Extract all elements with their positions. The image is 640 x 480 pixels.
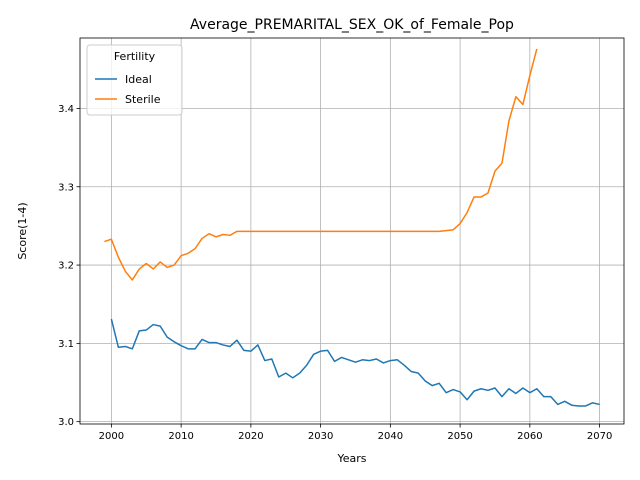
- series-layer: [104, 48, 600, 407]
- chart-title: Average_PREMARITAL_SEX_OK_of_Female_Pop: [190, 17, 514, 33]
- y-tick-label: 3.4: [58, 104, 74, 115]
- x-tick-label: 2050: [447, 431, 472, 442]
- x-tick-label: 2000: [99, 431, 124, 442]
- plot-frame: [79, 37, 625, 425]
- legend-label-sterile: Sterile: [125, 93, 161, 106]
- tick-layer: 2000 2010 2020 2030 2040 2050 2060 2070 3.0 3.1 3.…: [58, 104, 612, 442]
- y-tick-label: 3.3: [58, 182, 74, 193]
- x-axis-label: Years: [336, 452, 366, 465]
- x-tick-label: 2060: [517, 431, 542, 442]
- legend-title: Fertility: [114, 50, 156, 63]
- x-tick-label: 2010: [168, 431, 193, 442]
- x-tick-label: 2030: [308, 431, 333, 442]
- y-tick-label: 3.0: [58, 417, 74, 428]
- series-line-ideal: [110, 318, 600, 407]
- x-tick-label: 2020: [238, 431, 263, 442]
- x-tick-label: 2070: [587, 431, 612, 442]
- legend-box: [86, 44, 183, 116]
- y-axis-label: Score(1-4): [16, 202, 29, 259]
- series-line-sterile: [104, 48, 538, 281]
- legend: Fertility Ideal Sterile: [86, 44, 183, 116]
- legend-label-ideal: Ideal: [125, 73, 152, 86]
- x-tick-label: 2040: [378, 431, 403, 442]
- y-tick-label: 3.1: [58, 339, 74, 350]
- y-tick-label: 3.2: [58, 261, 74, 272]
